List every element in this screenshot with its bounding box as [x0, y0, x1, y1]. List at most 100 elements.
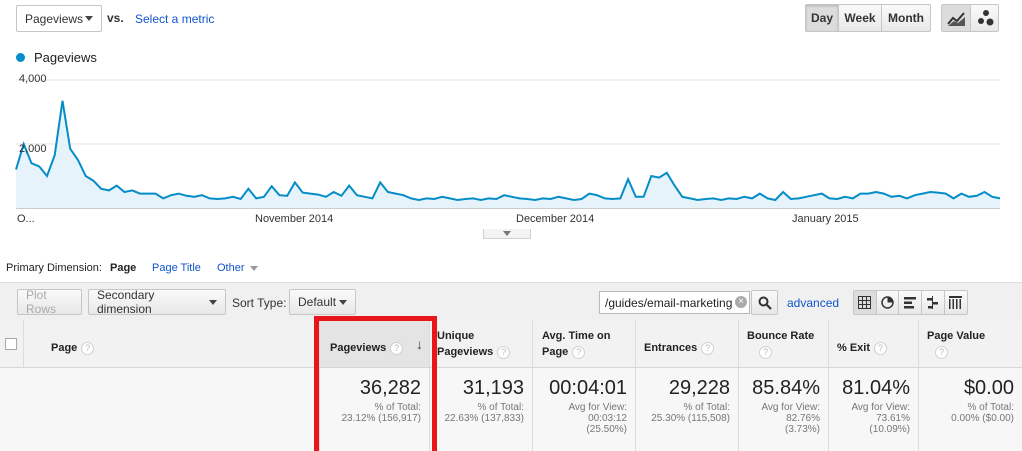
totals-exit-sub2: 73.61%	[876, 413, 910, 424]
advanced-filter-link[interactable]: advanced	[787, 296, 840, 310]
totals-pageviews-value: 36,282	[359, 377, 421, 399]
period-switcher: Day Week Month	[805, 4, 931, 32]
grid-icon	[858, 296, 872, 309]
dimension-other-link[interactable]: Other	[217, 262, 258, 274]
sort-type-select[interactable]: Default	[289, 289, 356, 315]
column-header-avg-time[interactable]: Avg. Time on Page?	[533, 320, 636, 368]
chevron-down-icon	[503, 231, 511, 236]
chart-collapse-toggle[interactable]	[483, 229, 531, 239]
series-area	[16, 100, 1000, 208]
totals-entrances-sub2: 25.30% (115,508)	[651, 413, 730, 424]
x-tick-label: O...	[17, 213, 35, 225]
pivot-table-icon	[949, 296, 963, 309]
bar-chart-icon	[903, 297, 916, 309]
search-button[interactable]	[751, 290, 778, 315]
totals-exit-sub1: Avg for View:	[851, 402, 910, 413]
y-tick-label: 4,000	[19, 73, 47, 85]
series-line	[15, 100, 1001, 202]
primary-dimension-label: Primary Dimension:	[6, 262, 102, 274]
select-metric-link[interactable]: Select a metric	[135, 12, 215, 26]
totals-avg-time-sub3: (25.50%)	[586, 424, 627, 435]
pie-chart-icon	[881, 296, 894, 309]
dimension-page: Page	[110, 262, 137, 274]
totals-page-value-sub2: 0.00% ($0.00)	[951, 413, 1014, 424]
totals-entrances-sub1: % of Total:	[683, 402, 730, 413]
header-bottom-rule	[0, 367, 1022, 368]
x-tick-label: November 2014	[255, 213, 334, 225]
totals-bounce-sub2: 82.76%	[786, 413, 820, 424]
column-header-exit[interactable]: % Exit?	[829, 320, 919, 368]
data-view-button[interactable]	[854, 291, 877, 314]
column-header-pageviews[interactable]: Pageviews? ↓	[320, 320, 430, 368]
period-month-button[interactable]: Month	[888, 11, 924, 25]
totals-unique-sub2: 22.63% (137,833)	[444, 413, 524, 424]
plot-rows-label: Plot Rows	[26, 288, 57, 316]
totals-exit-value: 81.04%	[842, 377, 910, 399]
totals-avg-time-value: 00:04:01	[549, 377, 627, 399]
column-header-exit-label: % Exit	[837, 342, 871, 354]
totals-bounce: 85.84% Avg for View: 82.76% (3.73%)	[739, 368, 829, 451]
totals-entrances: 29,228 % of Total: 25.30% (115,508)	[636, 368, 739, 451]
metric-select[interactable]: Pageviews	[16, 5, 102, 32]
comparison-icon	[927, 296, 939, 309]
clear-filter-icon[interactable]: ×	[735, 296, 747, 308]
period-day-button[interactable]: Day	[806, 5, 839, 31]
select-all-cell	[0, 320, 24, 368]
totals-bounce-sub1: Avg for View:	[761, 402, 820, 413]
pageviews-chart	[15, 79, 1001, 209]
column-header-entrances-label: Entrances	[644, 342, 698, 354]
x-tick-label: January 2015	[792, 213, 859, 225]
column-header-value-label: Page Value	[927, 330, 986, 342]
chevron-down-icon	[209, 299, 217, 305]
totals-exit-sub3: (10.09%)	[869, 424, 910, 435]
totals-pageviews-sub1: % of Total:	[374, 402, 421, 413]
line-chart-button[interactable]	[942, 5, 971, 31]
comparison-view-button[interactable]	[922, 291, 945, 314]
legend-dot	[16, 53, 25, 62]
legend-label: Pageviews	[34, 50, 97, 65]
filter-input[interactable]: /guides/email-marketing	[599, 291, 750, 314]
metric-select-value: Pageviews	[25, 11, 84, 26]
chevron-down-icon	[85, 16, 93, 21]
help-icon: ?	[759, 345, 772, 359]
totals-unique-sub1: % of Total:	[477, 402, 524, 413]
column-header-pageviews-label: Pageviews	[330, 342, 387, 354]
highlight-box	[314, 316, 437, 451]
totals-avg-time: 00:04:01 Avg for View: 00:03:12 (25.50%)	[533, 368, 636, 451]
plot-rows-button[interactable]: Plot Rows	[17, 288, 82, 316]
help-icon: ?	[935, 345, 948, 359]
line-chart-icon	[947, 12, 965, 26]
performance-view-button[interactable]	[899, 291, 922, 314]
totals-page-value: $0.00 % of Total: 0.00% ($0.00)	[919, 368, 1022, 451]
column-header-page[interactable]: Page?	[24, 320, 320, 368]
dimension-other-label: Other	[217, 262, 245, 274]
help-icon: ?	[497, 345, 511, 359]
column-header-page-value[interactable]: Page Value?	[919, 320, 1022, 368]
percentage-view-button[interactable]	[877, 291, 900, 314]
pivot-view-button[interactable]	[945, 291, 967, 314]
select-all-checkbox[interactable]	[5, 338, 17, 350]
totals-unique-value: 31,193	[462, 377, 524, 399]
help-icon: ?	[390, 341, 404, 355]
totals-pageviews: 36,282 % of Total: 23.12% (156,917)	[320, 368, 430, 451]
filter-value: /guides/email-marketing	[605, 296, 733, 310]
totals-entrances-value: 29,228	[668, 377, 730, 399]
secondary-dimension-select[interactable]: Secondary dimension	[88, 288, 226, 316]
column-header-unique-pageviews[interactable]: Unique Pageviews?	[430, 320, 533, 368]
sort-type-value: Default	[298, 295, 337, 309]
help-icon: ?	[874, 341, 888, 355]
totals-page-value-sub1: % of Total:	[967, 402, 1014, 413]
motion-chart-button[interactable]	[971, 5, 999, 31]
column-header-entrances[interactable]: Entrances?	[636, 320, 739, 368]
totals-bounce-value: 85.84%	[752, 377, 820, 399]
sort-type-label: Sort Type:	[232, 296, 287, 310]
x-tick-label: December 2014	[516, 213, 595, 225]
period-week-button[interactable]: Week	[839, 5, 882, 31]
column-header-bounce-rate[interactable]: Bounce Rate?	[739, 320, 829, 368]
dimension-page-title-link[interactable]: Page Title	[152, 262, 201, 274]
sort-descending-icon[interactable]: ↓	[416, 336, 423, 352]
help-icon: ?	[701, 341, 715, 355]
column-header-bounce-label: Bounce Rate	[747, 330, 815, 342]
chart-type-switcher	[941, 4, 999, 32]
search-icon	[758, 296, 772, 310]
